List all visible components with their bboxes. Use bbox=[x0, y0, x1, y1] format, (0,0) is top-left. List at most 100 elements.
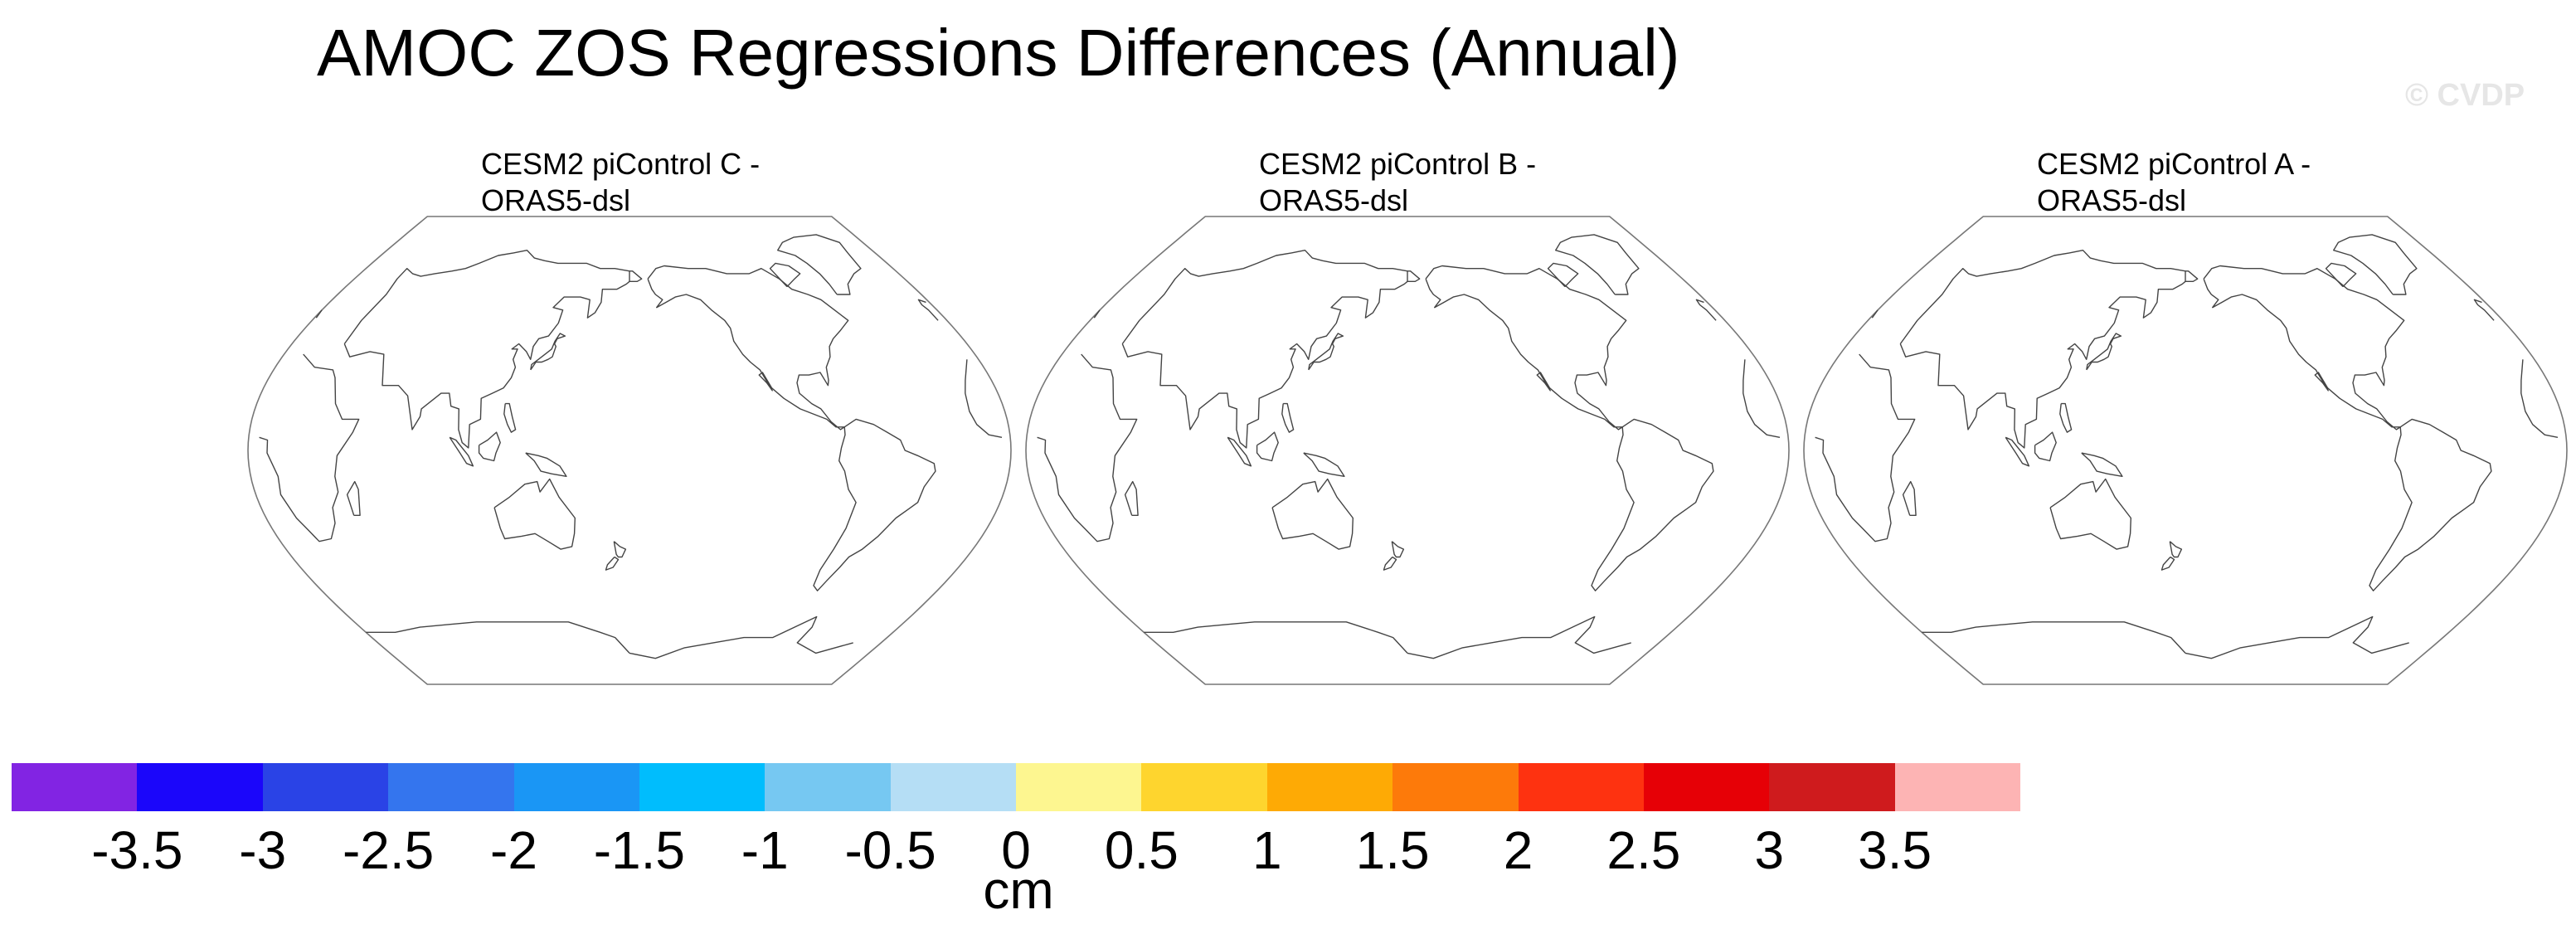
coastline-greenland bbox=[2333, 234, 2418, 295]
colorbar-cell bbox=[639, 763, 766, 811]
map-boundary bbox=[1025, 216, 1790, 685]
map-boundary bbox=[247, 216, 1012, 685]
coastline-chukotka bbox=[1407, 270, 1421, 282]
world-map-b bbox=[1025, 216, 1790, 685]
colorbar-cell bbox=[12, 763, 138, 811]
colorbar-cell bbox=[1518, 763, 1644, 811]
coastline-new-zealand bbox=[2169, 541, 2183, 558]
coastline-new-zealand-south bbox=[2160, 556, 2175, 571]
colorbar-cell bbox=[1894, 763, 2020, 811]
coastline-eurasia bbox=[1121, 250, 1408, 449]
colorbar-tick-label: -2.5 bbox=[342, 820, 435, 880]
coastline-new-guinea bbox=[525, 452, 567, 477]
colorbar-tick-label: -0.5 bbox=[844, 820, 936, 880]
coastline-new-guinea bbox=[1303, 452, 1345, 477]
colorbar-tick-label: 3.5 bbox=[1858, 820, 1932, 880]
coastline-africa bbox=[259, 353, 1003, 542]
colorbar-cell bbox=[890, 763, 1016, 811]
map-panel-a bbox=[1803, 216, 2568, 685]
colorbar-tick-label: 0.5 bbox=[1104, 820, 1179, 880]
panel-title-c: CESM2 piControl C - ORAS5-dsl bbox=[481, 146, 760, 219]
coastline-australia bbox=[2049, 478, 2131, 550]
map-panel-c bbox=[247, 216, 1012, 685]
coastline-new-zealand bbox=[613, 541, 627, 558]
colorbar-cell bbox=[1643, 763, 1770, 811]
coastline-britain bbox=[1871, 299, 2495, 321]
coastline-antarctica bbox=[1144, 615, 1631, 659]
colorbar-cell bbox=[765, 763, 891, 811]
coastline-chukotka bbox=[629, 270, 643, 282]
coastline-north-america bbox=[647, 265, 849, 431]
colorbar-cell bbox=[388, 763, 514, 811]
coastline-japan bbox=[1308, 333, 1344, 371]
coastline-indonesia-borneo bbox=[1256, 431, 1279, 462]
colorbar-units: cm bbox=[983, 860, 1054, 920]
coastline-baffin bbox=[2325, 262, 2357, 288]
colorbar-tick-label: -3 bbox=[239, 820, 287, 880]
colorbar-cell bbox=[1769, 763, 1895, 811]
coastline-new-zealand-south bbox=[605, 556, 620, 571]
panel-title-a-line1: CESM2 piControl A - bbox=[2037, 147, 2311, 181]
coastline-greenland bbox=[1555, 234, 1640, 295]
world-map-a bbox=[1803, 216, 2568, 685]
colorbar-tick-label: -2 bbox=[490, 820, 537, 880]
panel-title-b: CESM2 piControl B - ORAS5-dsl bbox=[1259, 146, 1536, 219]
colorbar-tick-label: 3 bbox=[1754, 820, 1785, 880]
colorbar-tick-label: -3.5 bbox=[91, 820, 183, 880]
coastline-north-america bbox=[2203, 265, 2405, 431]
coastline-antarctica bbox=[1922, 615, 2409, 659]
coastline-baffin bbox=[1547, 262, 1579, 288]
colorbar-tick-label: 1.5 bbox=[1355, 820, 1430, 880]
colorbar-cell bbox=[1016, 763, 1142, 811]
coastline-britain bbox=[315, 299, 939, 321]
coastline-philippines bbox=[503, 402, 517, 433]
colorbar-tick-label: 0 bbox=[1001, 820, 1031, 880]
coastline-south-america bbox=[2369, 418, 2492, 591]
panel-title-b-line2: ORAS5-dsl bbox=[1259, 183, 1409, 217]
coastline-australia bbox=[1271, 478, 1354, 550]
coastline-chukotka bbox=[2185, 270, 2199, 282]
coastline-sumatra bbox=[449, 436, 474, 467]
colorbar-cell bbox=[1266, 763, 1393, 811]
panel-title-b-line1: CESM2 piControl B - bbox=[1259, 147, 1537, 181]
coastline-madagascar bbox=[1902, 480, 1917, 516]
coastline-north-america bbox=[1425, 265, 1627, 431]
coastline-sumatra bbox=[2005, 436, 2030, 467]
colorbar-cell bbox=[137, 763, 263, 811]
coastline-madagascar bbox=[346, 480, 361, 516]
panel-title-c-line1: CESM2 piControl C - bbox=[481, 147, 761, 181]
coastline-greenland bbox=[777, 234, 862, 295]
colorbar-cell bbox=[1141, 763, 1267, 811]
coastline-new-zealand bbox=[1391, 541, 1405, 558]
coastline-britain bbox=[1093, 299, 1717, 321]
colorbar bbox=[12, 763, 2020, 811]
coastline-indonesia-borneo bbox=[2034, 431, 2057, 462]
colorbar-cell bbox=[513, 763, 639, 811]
coastline-japan bbox=[2086, 333, 2122, 371]
colorbar-cell bbox=[262, 763, 389, 811]
coastline-africa bbox=[1815, 353, 2559, 542]
map-panel-b bbox=[1025, 216, 1790, 685]
coastline-eurasia bbox=[1899, 250, 2186, 449]
coastline-new-guinea bbox=[2081, 452, 2123, 477]
coastline-africa bbox=[1037, 353, 1781, 542]
coastline-eurasia bbox=[343, 250, 630, 449]
coastline-japan bbox=[530, 333, 566, 371]
colorbar-tick-label: -1 bbox=[741, 820, 789, 880]
panel-title-a: CESM2 piControl A - ORAS5-dsl bbox=[2037, 146, 2311, 219]
coastline-sumatra bbox=[1227, 436, 1252, 467]
coastline-antarctica bbox=[366, 615, 853, 659]
panel-title-c-line2: ORAS5-dsl bbox=[481, 183, 631, 217]
colorbar-tick-label: -1.5 bbox=[593, 820, 686, 880]
coastline-philippines bbox=[1281, 402, 1295, 433]
coastline-south-america bbox=[813, 418, 936, 591]
main-title: AMOC ZOS Regressions Differences (Annual… bbox=[317, 16, 1680, 90]
coastline-madagascar bbox=[1124, 480, 1139, 516]
colorbar-tick-label: 2.5 bbox=[1606, 820, 1681, 880]
coastline-south-america bbox=[1591, 418, 1714, 591]
map-boundary bbox=[1803, 216, 2568, 685]
coastline-australia bbox=[493, 478, 576, 550]
coastline-baffin bbox=[769, 262, 801, 288]
colorbar-tick-label: 1 bbox=[1252, 820, 1282, 880]
world-map-c bbox=[247, 216, 1012, 685]
